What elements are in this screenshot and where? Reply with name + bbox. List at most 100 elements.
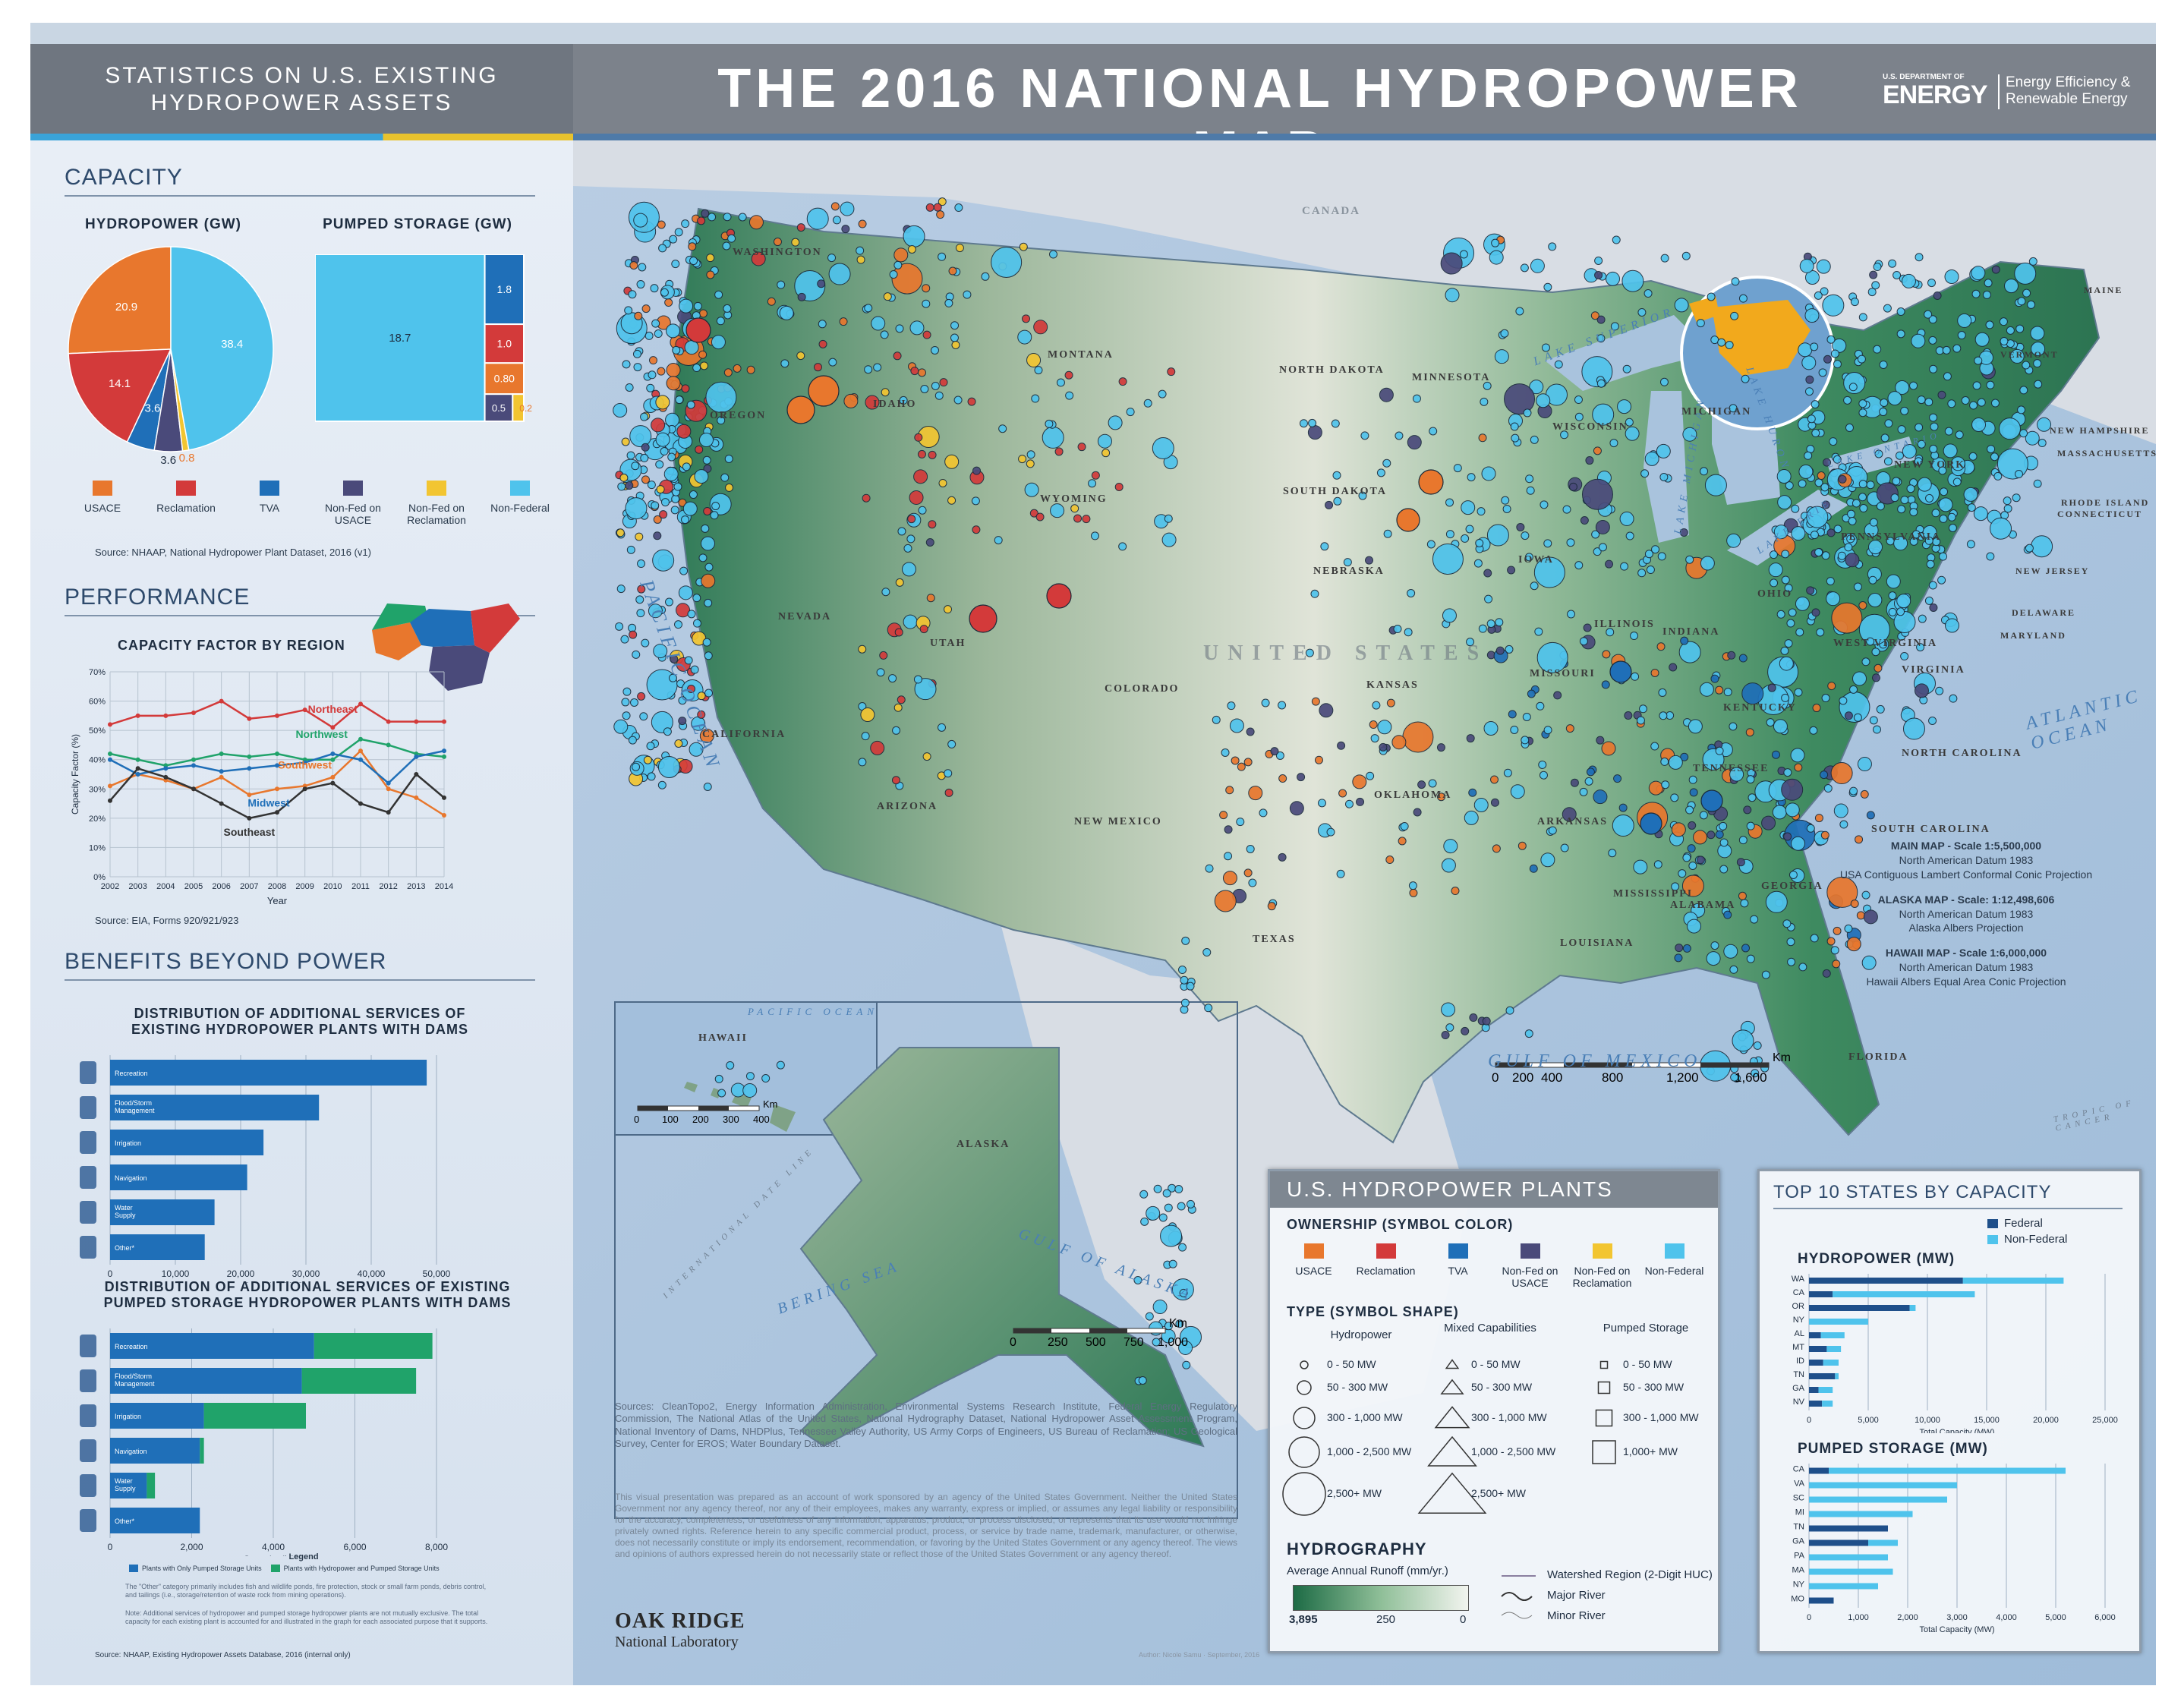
plant-marker-12-14	[1088, 479, 1097, 488]
plant-marker-9-58	[1860, 789, 1869, 799]
pumped-services-icon-recreation	[80, 1335, 96, 1357]
plant-marker-1-32	[676, 603, 691, 618]
capacity-legend-label: Non-Fed on Reclamation	[407, 502, 466, 526]
plant-marker-9-55	[1688, 861, 1697, 870]
plant-marker-9-89	[1729, 767, 1744, 782]
mixed-size-label-4: 2,500+ MW	[1471, 1487, 1526, 1499]
plant-marker-5-39	[1637, 569, 1647, 578]
plant-marker-1-133	[613, 719, 629, 734]
plant-marker-5-85	[1445, 288, 1460, 303]
plant-marker-11-24	[1502, 504, 1511, 513]
plant-marker-8-91	[1510, 784, 1525, 799]
plant-marker-1-126	[625, 481, 634, 490]
plant-marker-15-1	[1753, 1041, 1762, 1050]
pumped-services-inlabel-navigation-0: Navigation	[115, 1448, 147, 1455]
plant-marker-8-14	[1656, 642, 1666, 651]
line-point-northeast-2011	[358, 701, 363, 707]
plant-marker-8-121	[1540, 852, 1555, 868]
plant-marker-1-128	[674, 620, 683, 629]
plant-marker-7-132	[1853, 582, 1862, 591]
plant-marker-4-33	[888, 674, 897, 683]
plant-marker-4-23	[909, 490, 924, 505]
line-point-northeast-2006	[219, 698, 224, 704]
plant-marker-7-84	[1848, 517, 1857, 526]
plant-marker-9-46	[1787, 957, 1796, 966]
plant-marker-12-8	[1091, 471, 1100, 480]
plant-marker-0-19	[720, 473, 730, 482]
major-plant-marker-9	[1640, 812, 1662, 835]
hydro-services-icon-recreation	[80, 1061, 96, 1084]
plant-marker-6-217	[1811, 400, 1820, 409]
plant-marker-1-85	[697, 710, 706, 719]
pumped-services-inlabel-irrigation-0: Irrigation	[115, 1413, 141, 1420]
plant-marker-7-34	[1928, 581, 1937, 590]
plant-marker-9-44	[1863, 909, 1878, 925]
plant-marker-0-42	[670, 506, 679, 515]
plant-marker-1-119	[702, 638, 711, 647]
plant-marker-12-11	[1126, 408, 1135, 417]
plant-marker-11-4	[1426, 540, 1436, 549]
plant-marker-2-51	[871, 316, 886, 331]
plant-marker-7-1	[1785, 481, 1794, 490]
plant-marker-0-66	[651, 319, 660, 328]
line-xlabel: Year	[267, 895, 288, 906]
plant-marker-1-140	[670, 654, 679, 663]
plant-marker-1-150	[617, 482, 626, 491]
plant-marker-11-45	[1569, 482, 1578, 491]
hydro-services-inlabel-irrigation-0: Irrigation	[115, 1139, 141, 1147]
plant-marker-1-111	[678, 696, 687, 705]
plant-marker-2-43	[856, 246, 865, 255]
ownership-label: Reclamation	[1356, 1265, 1416, 1277]
plant-marker-1-157	[647, 772, 656, 781]
plant-marker-5-117	[1580, 516, 1589, 525]
state-label-oklahoma: OKLAHOMA	[1374, 789, 1452, 801]
pumped-size-symbol-3	[1592, 1440, 1616, 1464]
plant-marker-0-1	[666, 363, 681, 378]
plant-marker-8-70	[1539, 770, 1548, 780]
plant-marker-6-59	[2006, 326, 2015, 335]
plant-marker-8-103	[1517, 841, 1527, 850]
plant-marker-6-212	[2030, 326, 2045, 341]
plant-marker-6-158	[1924, 310, 1933, 319]
state-label-new-york: NEW YORK	[1894, 459, 1966, 471]
plant-marker-2-66	[818, 339, 827, 348]
plant-marker-5-46	[1609, 439, 1618, 448]
treemap-label-non-federal: 18.7	[389, 332, 411, 345]
plant-marker-1-142	[702, 455, 711, 465]
state-label-connecticut: CONNECTICUT	[2057, 509, 2143, 519]
line-point-midwest-2003	[135, 772, 140, 777]
plant-marker-10-59	[1408, 881, 1417, 890]
state-label-minnesota: MINNESOTA	[1412, 372, 1491, 383]
plant-marker-7-79	[1852, 499, 1861, 508]
plant-marker-0-93	[634, 311, 643, 320]
plant-marker-10-22	[1237, 762, 1246, 771]
state-label-south-dakota: SOUTH DAKOTA	[1283, 486, 1387, 497]
plant-marker-7-147	[1812, 704, 1821, 713]
plant-marker-10-20	[1214, 890, 1237, 912]
capacity-legend-label: Non-Federal	[490, 502, 550, 514]
top-pumped-bar-ga-1	[1868, 1539, 1898, 1546]
plant-marker-1-88	[641, 475, 650, 484]
line-point-northwest-2010	[330, 757, 336, 762]
plant-marker-7-65	[1776, 469, 1792, 484]
plant-marker-10-25	[1417, 780, 1426, 789]
plant-marker-11-44	[1379, 387, 1394, 402]
plant-marker-1-143	[619, 473, 629, 482]
plant-marker-0-124	[693, 301, 702, 310]
plant-marker-11-59	[1358, 491, 1367, 500]
pumped-services-bar-recreation-0	[110, 1333, 314, 1359]
plant-marker-1-130	[632, 650, 641, 659]
plant-marker-1-112	[621, 437, 630, 446]
plant-marker-7-49	[1849, 685, 1858, 694]
plant-marker-11-10	[1483, 569, 1492, 578]
top-pumped-bar-sc-1	[1809, 1496, 1947, 1503]
plant-marker-0-134	[638, 263, 647, 272]
hi-scale-labels: 0 100 200 300 400	[630, 1114, 782, 1129]
hydro-services-icon-flood-storm-management	[80, 1096, 96, 1119]
plant-marker-9-63	[1710, 941, 1719, 950]
state-label-new-mexico: NEW MEXICO	[1074, 816, 1162, 827]
plant-marker-9-56	[1798, 963, 1807, 972]
main-scale-labels-tick-1: 200	[1512, 1070, 1534, 1085]
plant-marker-7-145	[1896, 607, 1905, 616]
plant-marker-6-113	[1873, 345, 1882, 354]
